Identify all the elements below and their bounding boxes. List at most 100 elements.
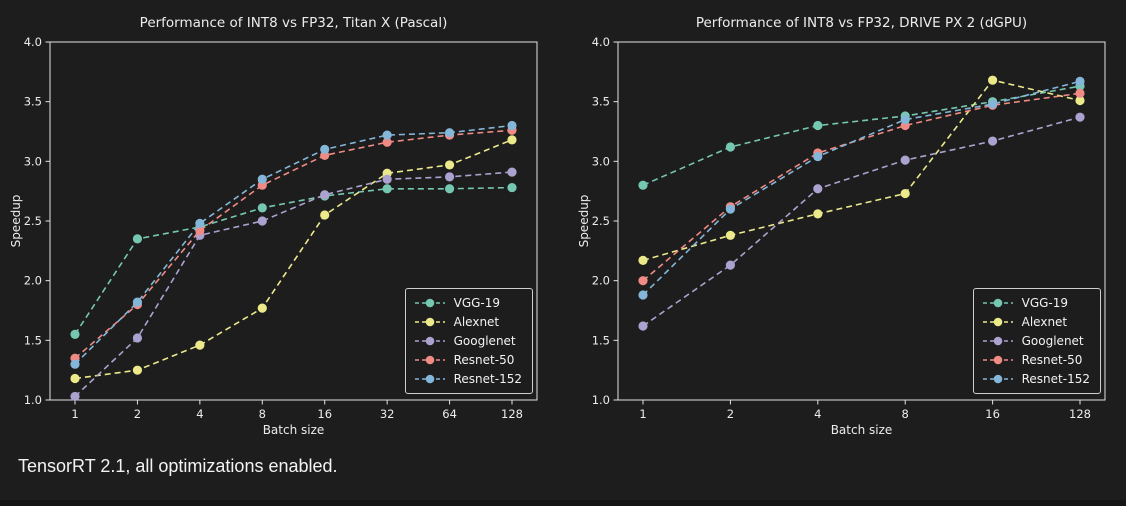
data-point-Googlenet: [813, 184, 823, 194]
legend-entry-Googlenet: Googlenet: [982, 332, 1090, 350]
data-point-Alexnet: [507, 135, 517, 145]
data-point-Resnet-152: [444, 128, 455, 138]
legend-marker: [425, 374, 434, 384]
y-tick-label: 3.0: [24, 154, 42, 168]
legend-label: Alexnet: [453, 315, 500, 329]
series-line-Resnet-50: [642, 92, 1081, 282]
legend-entry-Alexnet: Alexnet: [982, 313, 1090, 331]
chart-drive-px2-svg: Performance of INT8 vs FP32, DRIVE PX 2 …: [577, 15, 1106, 437]
legend-label: Resnet-50: [1021, 353, 1083, 367]
legend-marker: [993, 317, 1002, 327]
y-tick-label: 3.5: [592, 95, 610, 109]
data-point-VGG-19: [813, 120, 823, 131]
data-point-Resnet-152: [257, 174, 267, 184]
x-axis-label: Batch size: [831, 423, 893, 437]
legend-entry-Resnet-50: Resnet-50: [414, 351, 522, 369]
series-line-VGG-19: [642, 85, 1081, 186]
legend-entry-Alexnet: Alexnet: [414, 313, 522, 331]
series-line-VGG-19: [74, 186, 513, 335]
x-tick-label: 2: [134, 407, 141, 421]
legend-swatch-icon: [982, 298, 1013, 308]
data-point-Googlenet: [1075, 112, 1085, 122]
legend-marker: [993, 355, 1002, 365]
legend-marker: [993, 336, 1002, 346]
data-point-VGG-19: [444, 184, 455, 194]
x-tick-label: 8: [259, 407, 266, 421]
data-point-Googlenet: [900, 155, 910, 165]
y-tick-label: 1.0: [592, 393, 610, 407]
legend-label: Resnet-50: [453, 353, 515, 367]
data-point-Resnet-152: [195, 218, 205, 228]
data-point-VGG-19: [507, 182, 517, 193]
legend-entry-Resnet-152: Resnet-152: [982, 370, 1090, 388]
legend-label: Googlenet: [1021, 334, 1084, 348]
data-point-VGG-19: [638, 180, 648, 190]
legend-entry-Googlenet: Googlenet: [414, 332, 522, 350]
data-point-Googlenet: [444, 172, 455, 182]
chart-title: Performance of INT8 vs FP32, Titan X (Pa…: [140, 15, 448, 31]
x-tick-label: 4: [196, 407, 203, 421]
data-point-Resnet-152: [638, 290, 648, 300]
data-point-VGG-19: [132, 234, 143, 244]
legend-marker: [425, 298, 434, 308]
y-tick-label: 2.0: [592, 274, 610, 288]
x-tick-label: 4: [814, 407, 821, 421]
data-point-Googlenet: [507, 167, 517, 177]
chart-titan-x-svg: Performance of INT8 vs FP32, Titan X (Pa…: [9, 15, 538, 437]
chart-titan-x-pascal: Performance of INT8 vs FP32, Titan X (Pa…: [6, 2, 559, 444]
data-point-Resnet-152: [900, 114, 910, 125]
data-point-Alexnet: [988, 75, 998, 85]
y-tick-label: 4.0: [592, 35, 610, 49]
data-point-Alexnet: [444, 160, 455, 170]
data-point-Resnet-152: [725, 204, 735, 214]
data-point-Alexnet: [195, 340, 205, 350]
data-point-Alexnet: [900, 188, 910, 199]
y-tick-label: 3.0: [592, 154, 610, 168]
series-line-Resnet-152: [74, 124, 513, 365]
series-line-Resnet-50: [74, 129, 513, 359]
x-tick-label: 128: [501, 407, 523, 421]
x-tick-label: 64: [442, 407, 457, 421]
y-tick-label: 4.0: [24, 35, 42, 49]
series-line-Alexnet: [74, 139, 513, 380]
legend-label: Googlenet: [453, 334, 516, 348]
data-point-Googlenet: [638, 321, 648, 331]
legend-entry-Resnet-50: Resnet-50: [982, 351, 1090, 369]
data-point-Resnet-152: [382, 130, 392, 140]
x-tick-label: 1: [639, 407, 646, 421]
chart-drive-px2: Performance of INT8 vs FP32, DRIVE PX 2 …: [574, 2, 1126, 444]
legend-swatch-icon: [414, 355, 445, 365]
data-point-Resnet-152: [320, 144, 330, 154]
legend-swatch-icon: [414, 336, 445, 346]
data-point-Googlenet: [382, 174, 392, 184]
legend-swatch-icon: [982, 355, 1013, 365]
legend-marker: [425, 317, 434, 327]
legend-swatch-icon: [414, 374, 445, 384]
data-point-Resnet-152: [70, 359, 80, 369]
data-point-Googlenet: [132, 333, 143, 343]
x-tick-label: 128: [1069, 407, 1091, 421]
data-point-Resnet-50: [1075, 88, 1085, 98]
data-point-Resnet-152: [1075, 76, 1085, 86]
data-point-Resnet-152: [132, 297, 143, 307]
data-point-Googlenet: [257, 216, 267, 226]
y-tick-label: 1.5: [24, 333, 42, 347]
y-tick-label: 2.5: [592, 214, 610, 228]
data-point-Alexnet: [257, 303, 267, 313]
y-axis-label: Speedup: [577, 195, 591, 248]
x-axis-label: Batch size: [263, 423, 325, 437]
bottom-edge: [0, 500, 1126, 506]
data-point-Googlenet: [70, 391, 80, 402]
data-point-Resnet-50: [382, 137, 392, 147]
data-point-VGG-19: [70, 329, 80, 339]
data-point-Alexnet: [132, 365, 143, 375]
data-point-Alexnet: [70, 373, 80, 384]
legend-swatch-icon: [414, 298, 445, 308]
data-point-Googlenet: [320, 190, 330, 200]
legend-swatch-icon: [982, 336, 1013, 346]
data-point-Alexnet: [638, 255, 648, 265]
legend-swatch-icon: [982, 317, 1013, 327]
legend-label: VGG-19: [1021, 296, 1069, 310]
data-point-VGG-19: [382, 184, 392, 194]
